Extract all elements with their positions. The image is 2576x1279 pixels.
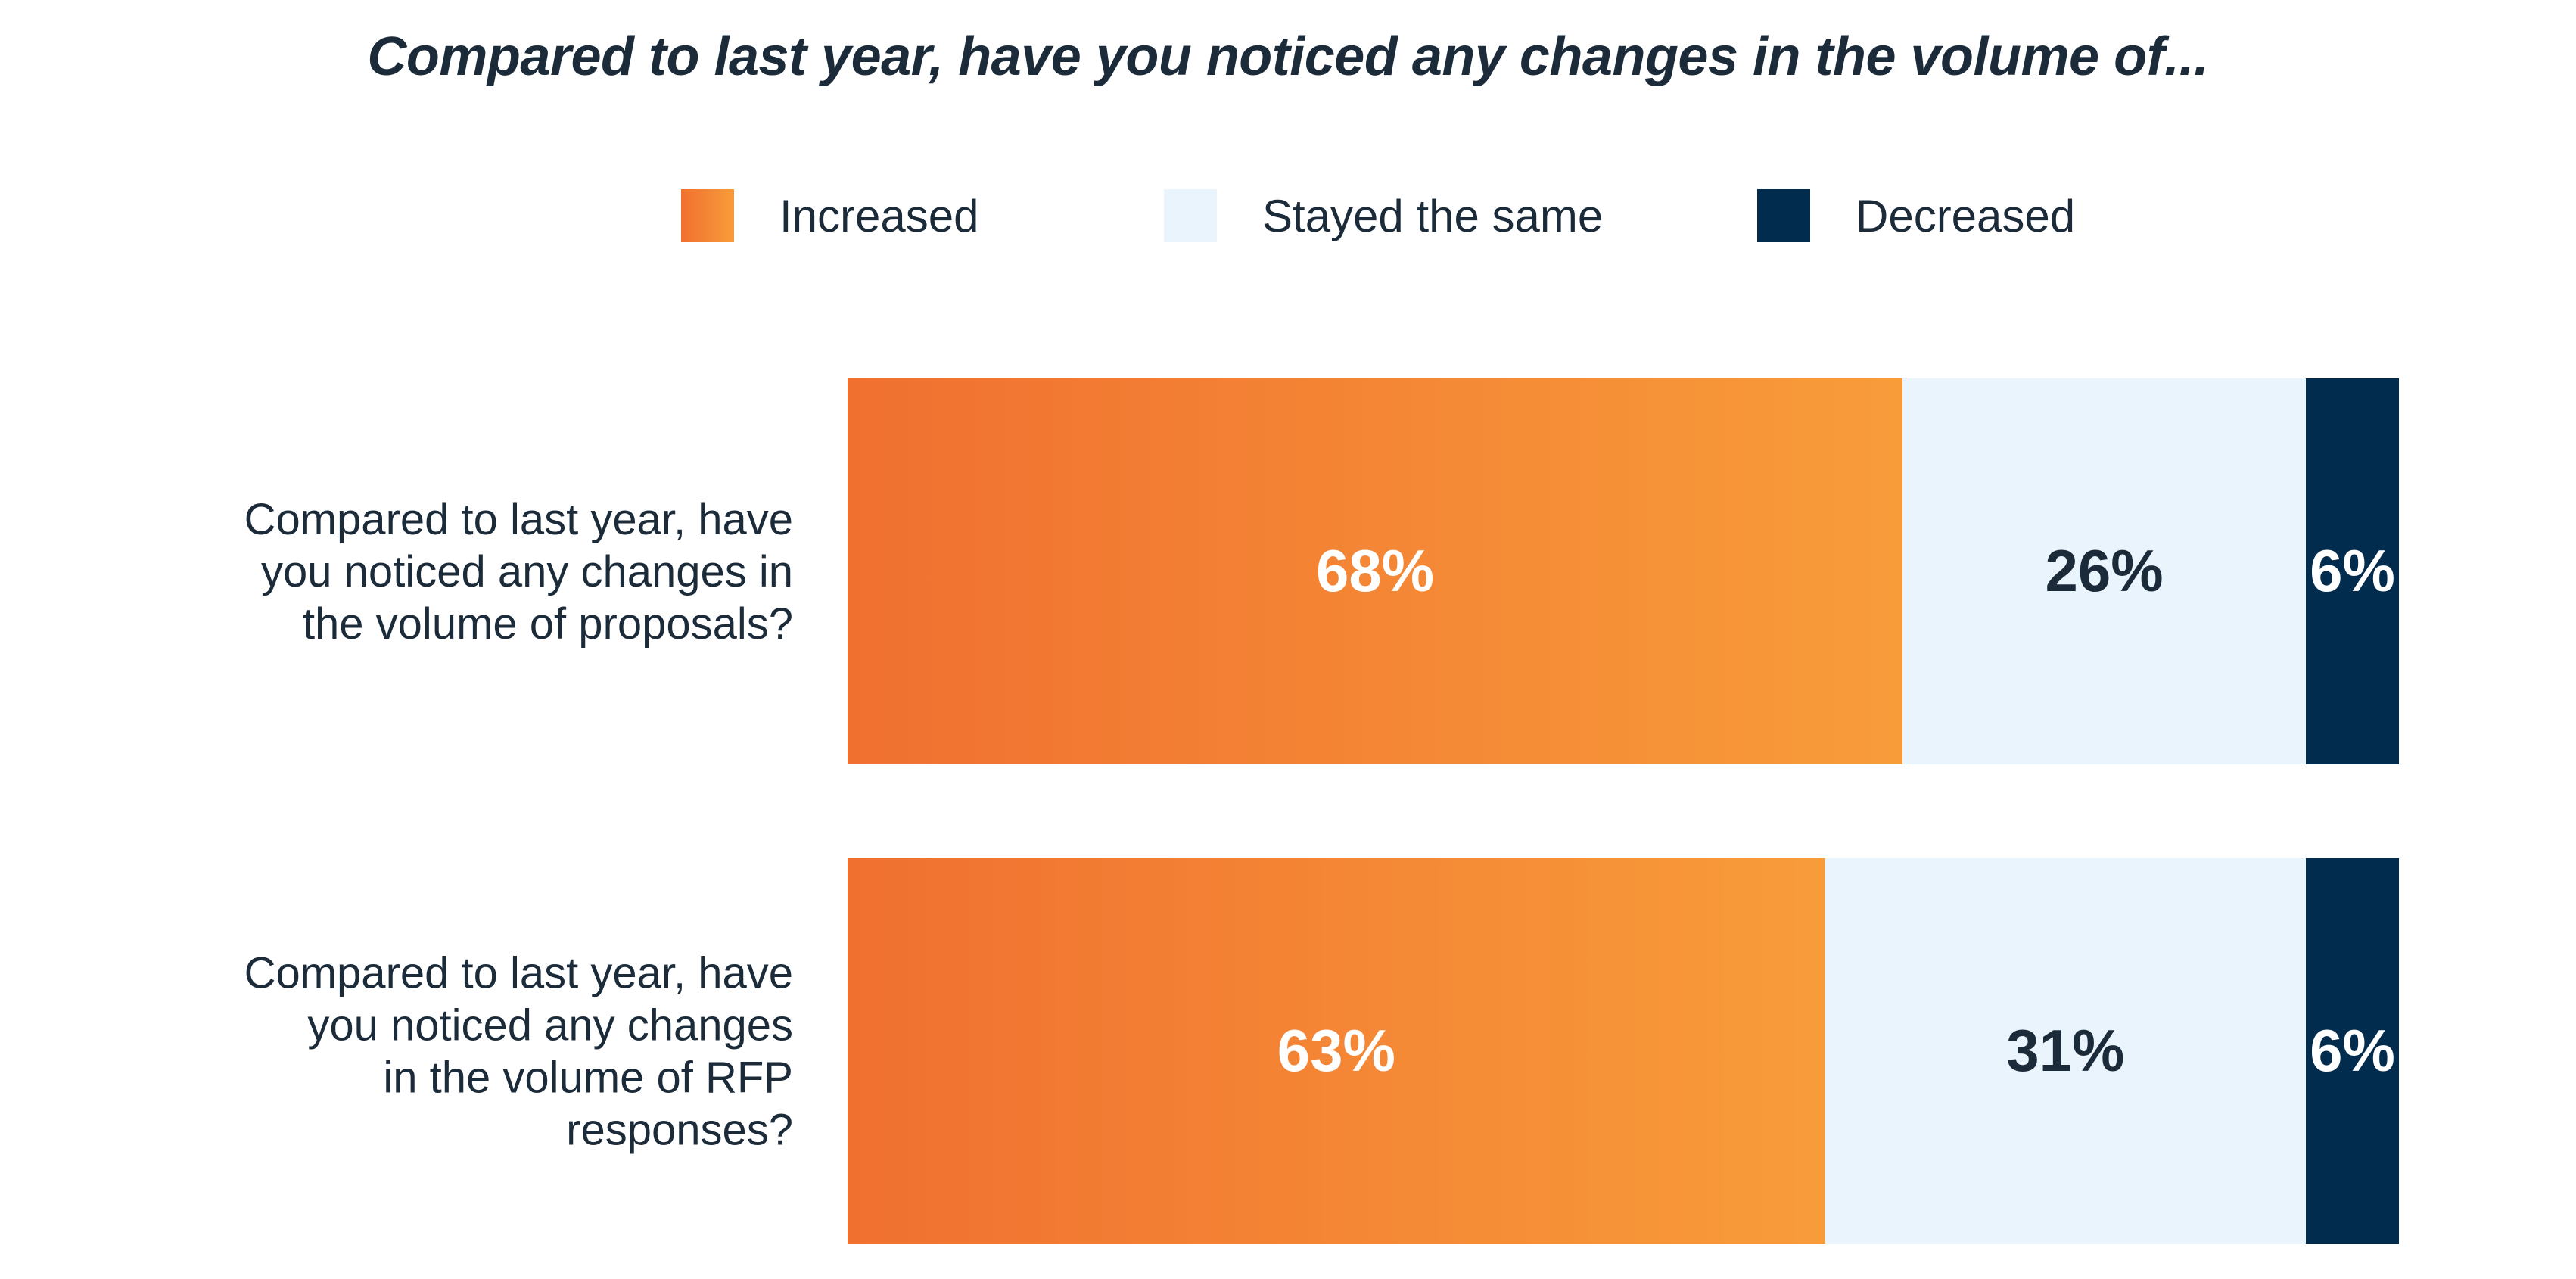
bar-segment-same xyxy=(1825,858,2306,1244)
category-label-line: Compared to last year, have xyxy=(244,949,793,998)
data-label-decreased: 6% xyxy=(2310,537,2395,604)
bar-segment-increased xyxy=(848,858,1825,1244)
chart-title: Compared to last year, have you noticed … xyxy=(367,26,2209,87)
category-label-line: you noticed any changes in xyxy=(261,547,793,596)
data-label-increased: 63% xyxy=(1277,1017,1395,1084)
bar-segment-same xyxy=(1902,378,2306,764)
legend-item-increased: Increased xyxy=(681,189,979,242)
category-label-line: you noticed any changes xyxy=(307,1001,793,1050)
legend-item-same: Stayed the same xyxy=(1164,189,1603,242)
bar-segment-decreased xyxy=(2306,858,2399,1244)
legend-label-same: Stayed the same xyxy=(1262,190,1604,241)
legend-item-decreased: Decreased xyxy=(1757,189,2075,242)
data-label-same: 26% xyxy=(2045,537,2163,604)
legend-label-decreased: Decreased xyxy=(1856,190,2076,241)
data-label-same: 31% xyxy=(2006,1017,2124,1084)
legend-swatch-same xyxy=(1164,189,1217,242)
data-label-increased: 68% xyxy=(1316,537,1434,604)
category-label-line: in the volume of RFP xyxy=(383,1053,793,1103)
data-label-decreased: 6% xyxy=(2310,1017,2395,1084)
category-label-line: responses? xyxy=(566,1106,793,1155)
category-label-line: the volume of proposals? xyxy=(303,599,793,649)
legend-swatch-increased xyxy=(681,189,734,242)
legend-label-increased: Increased xyxy=(779,190,979,241)
legend-swatch-decreased xyxy=(1757,189,1810,242)
category-label-line: Compared to last year, have xyxy=(244,495,793,544)
legend: Increased Stayed the same Decreased xyxy=(0,189,2576,250)
bar-segment-increased xyxy=(848,378,1902,764)
bar-segment-decreased xyxy=(2306,378,2399,764)
